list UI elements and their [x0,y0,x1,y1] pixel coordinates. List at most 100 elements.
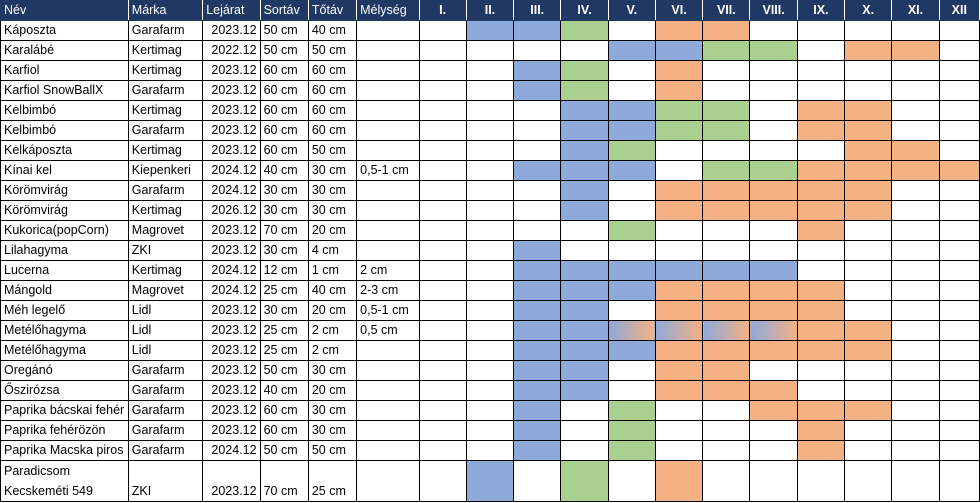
month-cell[interactable] [560,280,609,301]
month-cell[interactable] [654,140,704,161]
month-cell[interactable] [607,180,656,201]
month-cell[interactable] [513,420,562,441]
cell-lejarat[interactable]: 2024.12 [202,260,261,281]
month-cell[interactable] [418,60,467,81]
cell-marka[interactable]: Garafarm [127,400,204,421]
header-month[interactable]: V. [607,0,656,21]
month-cell[interactable] [607,320,656,341]
month-cell[interactable] [560,120,609,141]
month-cell[interactable] [796,60,846,81]
cell-nev[interactable]: Őszirózsa [0,380,129,401]
month-cell[interactable] [465,360,515,381]
month-cell[interactable] [938,180,980,201]
cell-marka[interactable]: Garafarm [127,360,204,381]
month-cell[interactable] [702,280,751,301]
month-cell[interactable] [844,400,893,421]
month-cell[interactable] [465,80,515,101]
header-month[interactable]: I. [418,0,467,21]
month-cell[interactable] [654,380,704,401]
cell-sortav[interactable]: 70 cm [259,220,309,241]
month-cell[interactable] [654,40,704,61]
month-cell[interactable] [938,120,980,141]
cell-totav[interactable]: 4 cm [307,240,358,261]
month-cell[interactable] [938,40,980,61]
month-cell[interactable] [938,300,980,321]
cell-lejarat[interactable]: 2023.12 [202,400,261,421]
month-cell[interactable] [418,20,467,41]
month-cell[interactable] [891,220,940,241]
month-cell[interactable] [844,220,893,241]
month-cell[interactable] [607,140,656,161]
month-cell[interactable] [513,120,562,141]
month-cell[interactable] [465,460,515,502]
month-cell[interactable] [796,20,846,41]
cell-melyseg[interactable] [356,120,420,141]
month-cell[interactable] [749,240,798,261]
month-cell[interactable] [891,360,940,381]
month-cell[interactable] [844,200,893,221]
cell-marka[interactable]: Magrovet [127,280,204,301]
month-cell[interactable] [749,420,798,441]
month-cell[interactable] [560,40,609,61]
cell-totav[interactable]: 20 cm [307,220,358,241]
cell-nev[interactable]: Oregánó [0,360,129,381]
cell-sortav[interactable]: 30 cm [259,180,309,201]
month-cell[interactable] [513,20,562,41]
month-cell[interactable] [465,380,515,401]
month-cell[interactable] [418,360,467,381]
month-cell[interactable] [702,360,751,381]
month-cell[interactable] [654,420,704,441]
month-cell[interactable] [891,100,940,121]
month-cell[interactable] [796,100,846,121]
cell-marka[interactable]: Kiepenkeri [127,160,204,181]
month-cell[interactable] [749,280,798,301]
month-cell[interactable] [513,40,562,61]
month-cell[interactable] [844,280,893,301]
cell-nev[interactable]: Lilahagyma [0,240,129,261]
month-cell[interactable] [418,200,467,221]
month-cell[interactable] [560,240,609,261]
month-cell[interactable] [844,440,893,461]
month-cell[interactable] [749,100,798,121]
cell-lejarat[interactable]: 2023.12 [202,340,261,361]
cell-marka[interactable]: Garafarm [127,180,204,201]
month-cell[interactable] [418,100,467,121]
month-cell[interactable] [749,380,798,401]
month-cell[interactable] [702,40,751,61]
cell-sortav[interactable]: 25 cm [259,280,309,301]
month-cell[interactable] [607,100,656,121]
month-cell[interactable] [844,460,893,502]
month-cell[interactable] [702,80,751,101]
month-cell[interactable] [938,140,980,161]
month-cell[interactable] [796,40,846,61]
month-cell[interactable] [844,360,893,381]
month-cell[interactable] [560,460,609,502]
month-cell[interactable] [607,360,656,381]
month-cell[interactable] [796,260,846,281]
cell-marka[interactable]: Kertimag [127,60,204,81]
cell-totav[interactable]: 1 cm [307,260,358,281]
header-nev[interactable]: Név [0,0,129,21]
month-cell[interactable] [654,260,704,281]
month-cell[interactable] [796,80,846,101]
cell-nev[interactable]: Karalábé [0,40,129,61]
month-cell[interactable] [654,340,704,361]
month-cell[interactable] [418,80,467,101]
month-cell[interactable] [796,160,846,181]
month-cell[interactable] [844,60,893,81]
month-cell[interactable] [607,260,656,281]
cell-lejarat[interactable]: 2023.12 [202,120,261,141]
month-cell[interactable] [465,400,515,421]
month-cell[interactable] [513,280,562,301]
cell-sortav[interactable]: 60 cm [259,420,309,441]
month-cell[interactable] [844,20,893,41]
header-month[interactable]: II. [465,0,515,21]
cell-nev[interactable]: Metélőhagyma [0,320,129,341]
cell-lejarat[interactable]: 2023.12 [202,140,261,161]
cell-sortav[interactable]: 30 cm [259,240,309,261]
month-cell[interactable] [749,220,798,241]
cell-nev[interactable]: Lucerna [0,260,129,281]
month-cell[interactable] [465,40,515,61]
month-cell[interactable] [560,420,609,441]
month-cell[interactable] [418,240,467,261]
